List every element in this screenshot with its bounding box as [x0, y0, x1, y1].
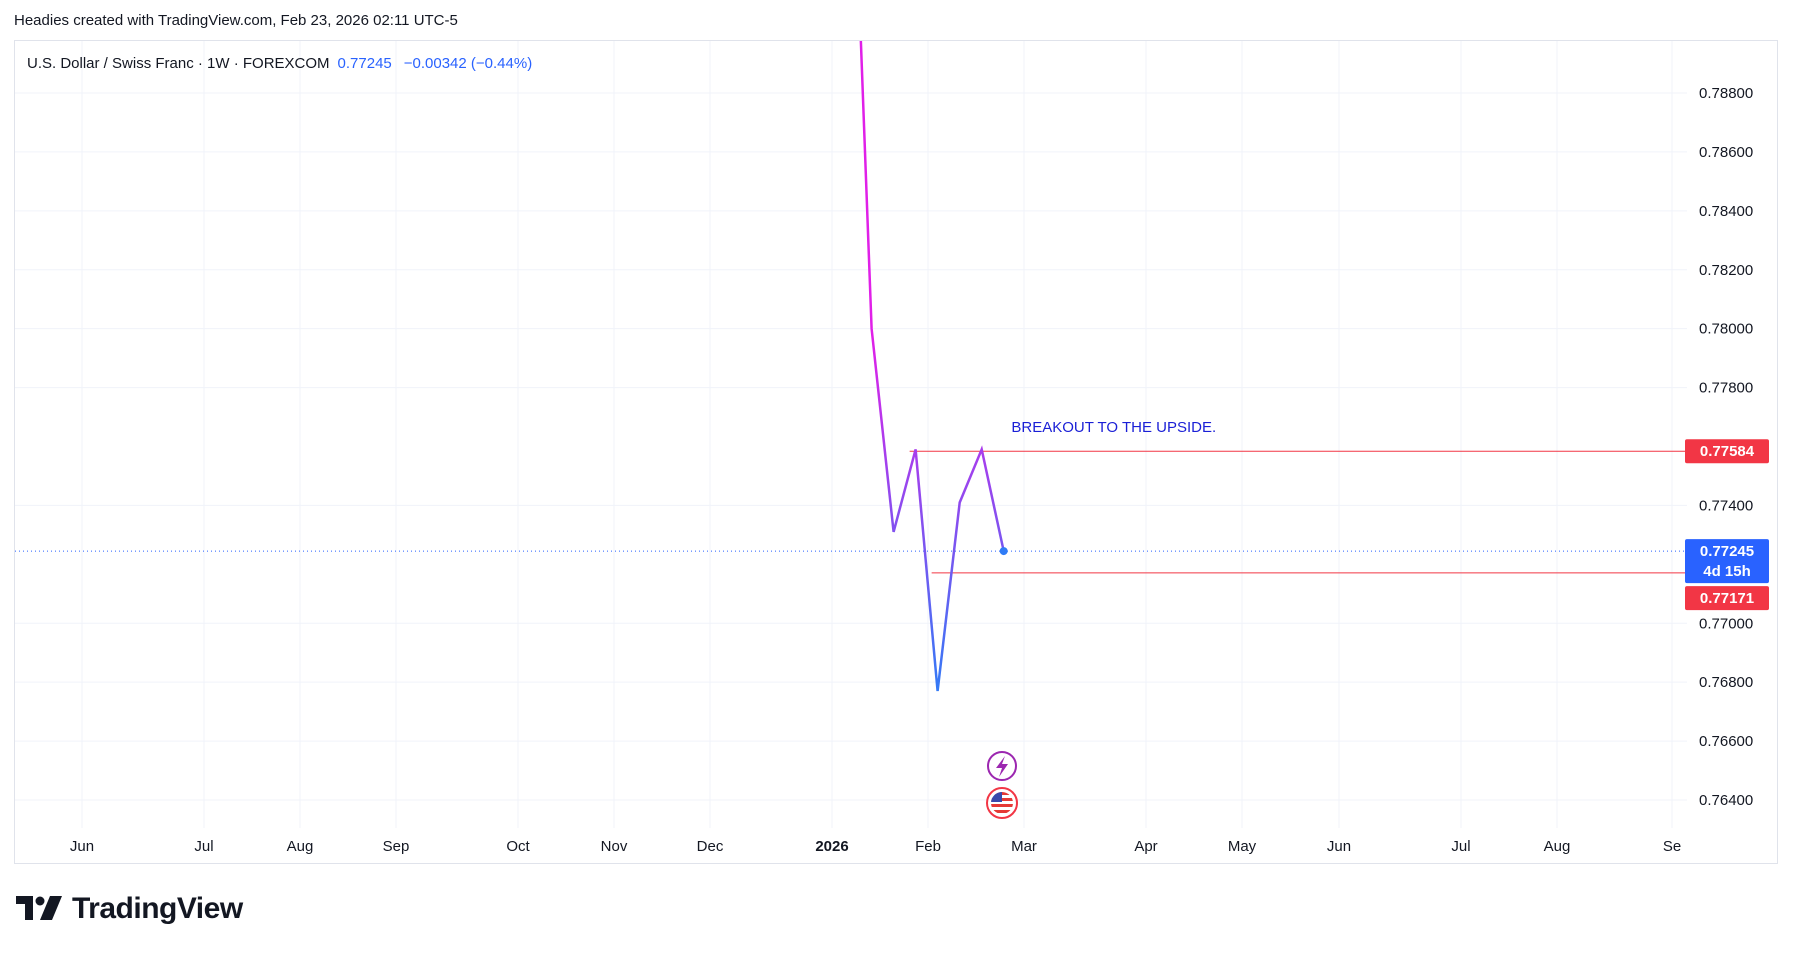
y-tick-label: 0.76800 — [1699, 674, 1753, 691]
y-tick-label: 0.77400 — [1699, 497, 1753, 514]
last-price-dot[interactable] — [999, 547, 1008, 556]
x-tick-label: Mar — [1011, 838, 1037, 855]
x-tick-label: Feb — [915, 838, 941, 855]
price-badges: 0.77584 0.77171 0.77245 4d 15h — [1685, 439, 1769, 611]
level-price-badge: 0.77171 — [1685, 586, 1769, 611]
us-flag-icon[interactable] — [986, 787, 1018, 819]
x-tick-label: Apr — [1134, 838, 1157, 855]
x-tick-label: 2026 — [815, 838, 848, 855]
price-series[interactable] — [784, 0, 1008, 692]
y-tick-label: 0.78000 — [1699, 321, 1753, 338]
chart-caption: Headies created with TradingView.com, Fe… — [14, 12, 458, 29]
tradingview-logo[interactable]: TradingView — [16, 892, 243, 926]
x-tick-label: Jun — [70, 838, 94, 855]
lightning-event-icon[interactable] — [987, 751, 1017, 781]
current-price-badge: 0.77245 4d 15h — [1685, 539, 1769, 584]
current-price-badge-text: 4d 15h — [1703, 563, 1751, 580]
x-tick-label: Aug — [287, 838, 314, 855]
level-price-badge: 0.77584 — [1685, 439, 1769, 464]
horizontal-levels[interactable] — [15, 450, 1687, 574]
x-tick-label: Sep — [383, 838, 410, 855]
grid — [15, 41, 1687, 828]
x-tick-label: May — [1228, 838, 1257, 855]
annotations: BREAKOUT TO THE UPSIDE. — [1011, 419, 1216, 436]
last-price: 0.77245 — [337, 55, 392, 72]
y-tick-label: 0.76400 — [1699, 792, 1753, 809]
x-tick-label: Se — [1663, 838, 1681, 855]
y-tick-label: 0.76600 — [1699, 733, 1753, 750]
y-tick-label: 0.78600 — [1699, 144, 1753, 161]
symbol-legend[interactable]: U.S. Dollar / Swiss Franc · 1W · FOREXCO… — [27, 55, 532, 72]
logo-text: TradingView — [72, 892, 243, 925]
price-line[interactable] — [784, 0, 1005, 692]
tradingview-logo-icon — [16, 896, 62, 920]
chart-frame[interactable] — [14, 40, 1778, 864]
current-price-badge-text: 0.77245 — [1700, 543, 1754, 560]
x-tick-label: Nov — [601, 838, 628, 855]
y-tick-label: 0.77800 — [1699, 380, 1753, 397]
price-change: −0.00342 (−0.44%) — [403, 55, 533, 72]
x-tick-label: Jul — [194, 838, 213, 855]
axes: Jun Jul Aug Sep Oct Nov Dec 2026 Feb Mar Apr May Jun… — [70, 85, 1753, 855]
symbol-name: U.S. Dollar / Swiss Franc · 1W · FOREXCO… — [27, 55, 330, 72]
x-tick-label: Aug — [1544, 838, 1571, 855]
x-tick-label: Jul — [1451, 838, 1470, 855]
level-price-badge-text: 0.77171 — [1700, 590, 1754, 607]
y-tick-label: 0.78200 — [1699, 262, 1753, 279]
x-tick-label: Oct — [506, 838, 530, 855]
y-tick-label: 0.78400 — [1699, 203, 1753, 220]
y-tick-label: 0.78800 — [1699, 85, 1753, 102]
event-markers[interactable] — [986, 751, 1018, 819]
annotation-text: BREAKOUT TO THE UPSIDE. — [1011, 419, 1216, 436]
x-tick-label: Dec — [697, 838, 724, 855]
y-tick-label: 0.77000 — [1699, 615, 1753, 632]
x-tick-label: Jun — [1327, 838, 1351, 855]
level-price-badge-text: 0.77584 — [1700, 443, 1755, 460]
